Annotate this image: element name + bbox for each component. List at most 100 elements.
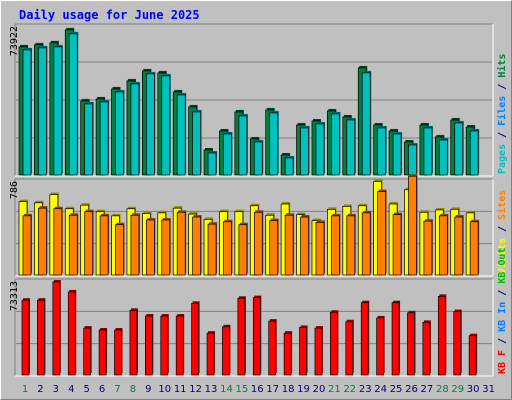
x-tick-label: 14	[220, 384, 233, 395]
bar-kb-f	[83, 327, 92, 376]
bar-kb-f	[52, 281, 61, 376]
bar-files	[331, 113, 340, 176]
bar-kb-f	[468, 335, 477, 376]
bar-files	[392, 133, 402, 176]
x-tick-label: 28	[436, 384, 449, 395]
x-tick-label: 23	[359, 384, 372, 395]
bar-files	[269, 112, 279, 176]
bar-files	[207, 152, 217, 176]
bar-files	[53, 46, 63, 176]
x-tick-label: 4	[68, 384, 74, 395]
bar-kb-f	[206, 332, 215, 376]
x-tick-label: 25	[390, 384, 403, 395]
x-tick-label: 6	[99, 384, 105, 395]
bar-kb-f	[283, 332, 292, 376]
bar-files	[469, 130, 479, 176]
bar-files	[38, 47, 47, 176]
bar-files	[223, 133, 232, 176]
y-max-label-middle: 786	[9, 181, 20, 199]
bar-kb-f	[237, 297, 246, 376]
bar-sites	[253, 211, 263, 276]
bar-sites	[300, 216, 309, 276]
bar-sites	[192, 216, 201, 276]
bar-kb-f	[422, 322, 431, 376]
bar-sites	[423, 220, 433, 276]
legend-entry: Pages	[497, 144, 508, 174]
legend-entry: Sites	[496, 190, 508, 220]
x-tick-label: 1	[22, 384, 28, 395]
bar-files	[84, 103, 94, 176]
bar-files	[284, 157, 294, 176]
x-tick-label: 16	[251, 384, 264, 395]
x-tick-label: 22	[343, 384, 356, 395]
legend-entry: /	[497, 284, 508, 302]
x-tick-label: 7	[114, 384, 120, 395]
x-tick-label: 3	[53, 384, 59, 395]
bar-files	[99, 101, 109, 176]
x-tick-label: 18	[282, 384, 295, 395]
legend-middle: Visits / Sites	[496, 190, 508, 274]
bar-kb-f	[21, 299, 30, 376]
bar-kb-f	[330, 311, 338, 376]
bar-files	[423, 127, 433, 176]
bar-sites	[361, 212, 371, 276]
y-max-label-bottom: 73313	[9, 281, 20, 311]
bar-files	[408, 144, 417, 176]
bar-files	[146, 73, 155, 176]
legend-bottom: KB F / KB In / KB Out	[497, 248, 508, 374]
legend-entry: Visits	[496, 238, 508, 274]
x-tick-label: 19	[297, 384, 310, 395]
legend-entry: KB In	[497, 302, 508, 332]
bar-kb-f	[437, 296, 446, 376]
y-max-label-top: 73922	[9, 26, 20, 56]
x-tick-label: 2	[37, 384, 43, 395]
legend-entry: KB Out	[497, 248, 508, 284]
bar-kb-f	[191, 302, 199, 376]
bar-kb-f	[453, 311, 462, 376]
bar-files	[253, 141, 263, 176]
x-tick-label: 27	[421, 384, 434, 395]
bar-files	[438, 139, 448, 176]
bar-files	[192, 111, 201, 176]
legend-entry: Hits	[496, 54, 508, 78]
bar-files	[115, 91, 124, 176]
bar-sites	[207, 223, 217, 276]
bar-kb-f	[37, 299, 45, 376]
legend-entry: /	[497, 220, 508, 238]
bar-files	[454, 122, 464, 176]
bar-sites	[223, 221, 232, 276]
bar-files	[238, 115, 248, 176]
x-tick-label: 11	[174, 384, 187, 395]
x-tick-label: 5	[83, 384, 89, 395]
x-tick-label: 26	[405, 384, 418, 395]
bar-sites	[238, 224, 248, 276]
bar-files	[315, 123, 325, 176]
bar-sites	[408, 175, 417, 276]
bar-kb-f	[145, 315, 153, 376]
legend-entry: /	[497, 332, 508, 350]
x-tick-label: 30	[467, 384, 480, 395]
bar-kb-f	[299, 327, 307, 376]
bar-sites	[161, 219, 171, 276]
bar-kb-f	[314, 327, 323, 376]
legend-entry: KB F	[497, 350, 508, 374]
bar-sites	[284, 214, 294, 276]
bar-files	[161, 75, 171, 176]
bar-sites	[84, 211, 94, 276]
legend-entry: /	[497, 78, 508, 96]
bar-kb-f	[175, 315, 184, 376]
bar-sites	[130, 214, 140, 276]
bar-kb-f	[391, 302, 400, 376]
x-tick-label: 8	[130, 384, 136, 395]
bar-sites	[346, 215, 356, 276]
x-tick-label: 21	[328, 384, 341, 395]
bar-sites	[454, 216, 464, 276]
bar-sites	[68, 214, 78, 276]
bar-sites	[99, 215, 109, 276]
legend-entry: /	[497, 126, 508, 144]
bar-sites	[115, 224, 124, 276]
bar-files	[300, 127, 309, 176]
bar-kb-f	[67, 291, 76, 376]
x-tick-label: 31	[482, 384, 495, 395]
